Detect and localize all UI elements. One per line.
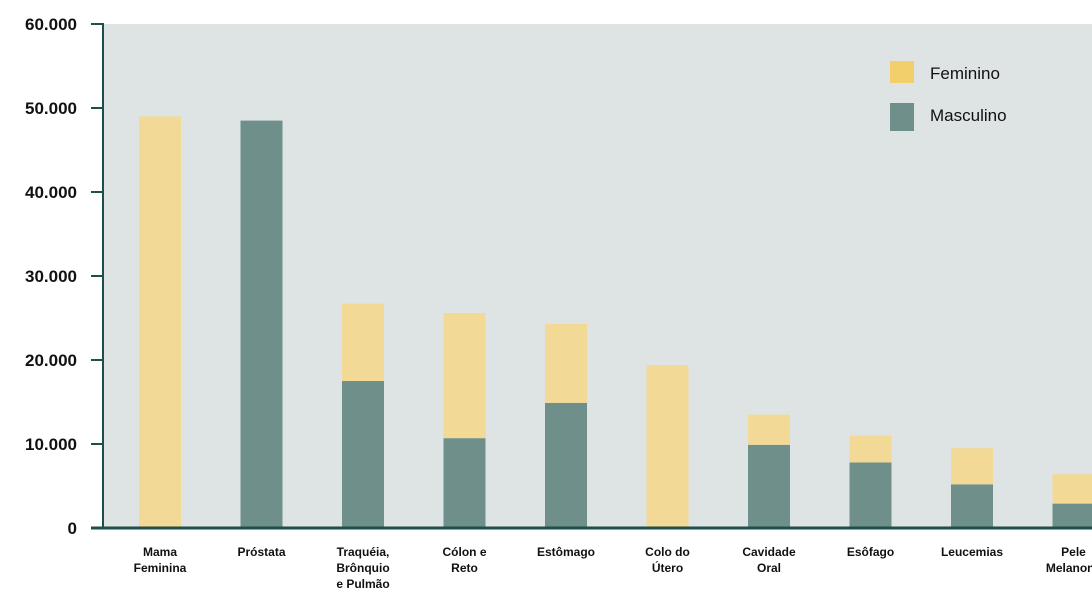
y-tick-label: 40.000 bbox=[25, 183, 77, 202]
bar-masculino-8 bbox=[951, 484, 993, 528]
bar-feminino-7 bbox=[849, 435, 892, 463]
x-category-label: Esôfago bbox=[847, 545, 894, 559]
bar-feminino-4 bbox=[545, 323, 587, 403]
legend-swatch-feminino bbox=[890, 61, 914, 83]
bar-feminino-2 bbox=[342, 303, 384, 381]
x-category-label: Traquéia, Brônquio e Pulmão bbox=[336, 545, 389, 591]
x-category-label-line: Traquéia, bbox=[337, 545, 390, 559]
y-ticks-group: 0 10.000 20.000 30.000 40.000 50.000 60.000 bbox=[25, 15, 103, 538]
x-labels-group: Mama Feminina Próstata Traquéia, Brônquio e P… bbox=[134, 545, 1092, 591]
bar-masculino-3 bbox=[443, 438, 486, 528]
x-category-label-line: Leucemias bbox=[941, 545, 1003, 559]
x-category-label-line: Melanona bbox=[1046, 561, 1092, 575]
x-category-label: Pele Melanona bbox=[1046, 545, 1092, 575]
x-category-label-line: Útero bbox=[652, 560, 683, 575]
bar-masculino-2 bbox=[342, 381, 384, 528]
bar-masculino-6 bbox=[748, 444, 790, 528]
x-category-label-line: Colo do bbox=[645, 545, 690, 559]
y-tick-label: 10.000 bbox=[25, 435, 77, 454]
bar-masculino-4 bbox=[545, 402, 587, 528]
x-category-label: Cólon e Reto bbox=[443, 545, 487, 575]
x-category-label-line: e Pulmão bbox=[336, 577, 389, 591]
bars-group bbox=[139, 116, 1092, 529]
x-category-label-line: Cólon e bbox=[443, 545, 487, 559]
bar-feminino-3 bbox=[443, 313, 486, 439]
bar-feminino-9 bbox=[1052, 474, 1092, 504]
bar-masculino-9 bbox=[1052, 503, 1092, 528]
bar-feminino-8 bbox=[951, 448, 993, 485]
x-category-label: Próstata bbox=[237, 545, 285, 559]
x-category-label: Mama Feminina bbox=[134, 545, 187, 575]
x-category-label: Leucemias bbox=[941, 545, 1003, 559]
x-category-label-line: Pele bbox=[1061, 545, 1086, 559]
x-category-label: Cavidade Oral bbox=[742, 545, 796, 575]
x-category-label-line: Feminina bbox=[134, 561, 187, 575]
legend: Feminino Masculino bbox=[890, 61, 1007, 131]
x-category-label-line: Oral bbox=[757, 561, 781, 575]
x-category-label-line: Estômago bbox=[537, 545, 595, 559]
y-tick-label: 20.000 bbox=[25, 351, 77, 370]
legend-label-masculino: Masculino bbox=[930, 106, 1007, 125]
bar-masculino-1 bbox=[240, 120, 283, 528]
x-category-label-line: Reto bbox=[451, 561, 478, 575]
bar-feminino-0 bbox=[139, 116, 181, 529]
x-category-label-line: Brônquio bbox=[336, 561, 389, 575]
x-category-label: Colo do Útero bbox=[645, 545, 690, 575]
legend-label-feminino: Feminino bbox=[930, 64, 1000, 83]
x-category-label-line: Próstata bbox=[237, 545, 285, 559]
bar-masculino-7 bbox=[849, 462, 892, 528]
x-category-label: Estômago bbox=[537, 545, 595, 559]
y-tick-label: 30.000 bbox=[25, 267, 77, 286]
bar-feminino-6 bbox=[748, 414, 790, 445]
y-tick-label: 0 bbox=[68, 519, 77, 538]
legend-swatch-masculino bbox=[890, 103, 914, 131]
bar-feminino-5 bbox=[646, 365, 689, 528]
y-tick-label: 50.000 bbox=[25, 99, 77, 118]
x-category-label-line: Cavidade bbox=[742, 545, 796, 559]
x-category-label-line: Mama bbox=[143, 545, 177, 559]
x-category-label-line: Esôfago bbox=[847, 545, 894, 559]
y-tick-label: 60.000 bbox=[25, 15, 77, 34]
